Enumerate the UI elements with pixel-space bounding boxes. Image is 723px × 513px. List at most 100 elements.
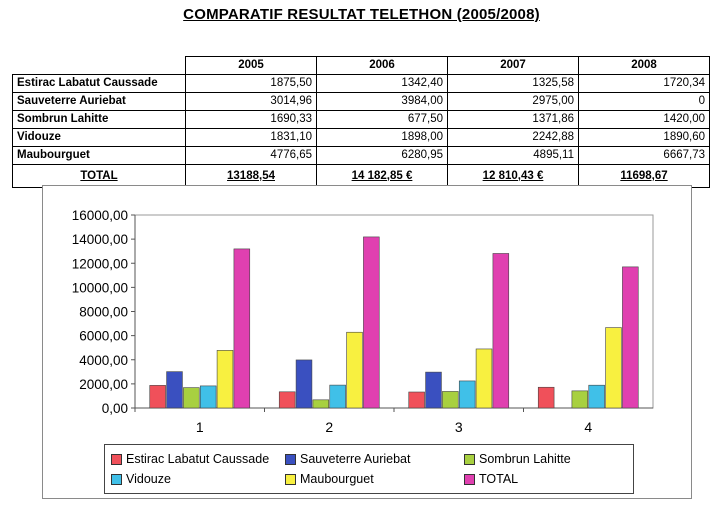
table-corner bbox=[12, 56, 186, 75]
cell-value: 1325,58 bbox=[447, 74, 579, 93]
cell-value: 1342,40 bbox=[316, 74, 448, 93]
cell-value: 1898,00 bbox=[316, 128, 448, 147]
cell-value: 1690,33 bbox=[185, 110, 317, 129]
bar bbox=[183, 387, 200, 409]
total-label: TOTAL bbox=[12, 164, 186, 188]
table-row: Vidouze 1831,10 1898,00 2242,88 1890,60 bbox=[12, 128, 710, 147]
bar bbox=[475, 348, 493, 409]
cell-value: 6280,95 bbox=[316, 146, 448, 165]
row-label: Estirac Labatut Caussade bbox=[12, 74, 186, 93]
column-header: 2006 bbox=[316, 56, 448, 75]
legend-swatch bbox=[111, 453, 122, 465]
y-tick-label: 10000,00 bbox=[72, 280, 128, 295]
cell-value: 1890,60 bbox=[578, 128, 710, 147]
cell-value: 677,50 bbox=[316, 110, 448, 129]
legend-swatch bbox=[111, 473, 122, 485]
x-tick-label: 2 bbox=[325, 419, 333, 435]
cell-value: 2975,00 bbox=[447, 92, 579, 111]
legend-label: Sauveterre Auriebat bbox=[300, 452, 411, 466]
y-tick-label: 0,00 bbox=[102, 401, 128, 416]
chart-legend: Estirac Labatut Caussade Sauveterre Aurie… bbox=[104, 444, 634, 494]
bar bbox=[442, 391, 459, 409]
bar bbox=[492, 253, 510, 409]
legend-swatch bbox=[285, 473, 296, 485]
bar bbox=[278, 391, 296, 409]
bar bbox=[199, 385, 217, 409]
bar bbox=[425, 371, 442, 409]
legend-label: Maubourguet bbox=[300, 472, 374, 486]
bar bbox=[233, 248, 251, 409]
legend-item: Maubourguet bbox=[285, 470, 374, 488]
cell-value: 1371,86 bbox=[447, 110, 579, 129]
legend-swatch bbox=[464, 453, 475, 465]
legend-item: Estirac Labatut Caussade bbox=[111, 450, 269, 468]
legend-label: Estirac Labatut Caussade bbox=[126, 452, 270, 466]
page-title: COMPARATIF RESULTAT TELETHON (2005/2008) bbox=[183, 6, 540, 23]
y-tick-label: 16000,00 bbox=[72, 208, 128, 223]
bar bbox=[149, 385, 166, 409]
cell-value: 6667,73 bbox=[578, 146, 710, 165]
plot-area bbox=[134, 214, 654, 409]
bar bbox=[605, 327, 622, 409]
y-tick-label: 12000,00 bbox=[72, 256, 128, 271]
bar bbox=[622, 266, 639, 409]
cell-value: 4776,65 bbox=[185, 146, 317, 165]
bar-chart: 0,00 2000,00 4000,00 6000,00 8000,00 10000,00… bbox=[72, 208, 654, 435]
legend-label: TOTAL bbox=[479, 472, 519, 486]
results-table: 2005 2006 2007 2008 Estirac Labatut Caus… bbox=[12, 56, 710, 188]
y-tick-label: 14000,00 bbox=[72, 232, 128, 247]
legend-label: Sombrun Lahitte bbox=[479, 452, 571, 466]
total-value: 12 810,43 € bbox=[447, 164, 579, 188]
cell-value: 1420,00 bbox=[578, 110, 710, 129]
bar bbox=[363, 236, 380, 409]
legend-item: Sauveterre Auriebat bbox=[285, 450, 411, 468]
y-tick-label: 2000,00 bbox=[79, 377, 128, 392]
cell-value: 1831,10 bbox=[185, 128, 317, 147]
legend-item: Sombrun Lahitte bbox=[464, 450, 571, 468]
table-total-row: TOTAL 13188,54 14 182,85 € 12 810,43 € 1… bbox=[12, 164, 710, 188]
cell-value: 2242,88 bbox=[447, 128, 579, 147]
bar bbox=[537, 386, 555, 409]
bar bbox=[408, 391, 425, 409]
legend-swatch bbox=[464, 473, 475, 485]
x-tick-label: 1 bbox=[196, 419, 204, 435]
cell-value: 0 bbox=[578, 92, 710, 111]
column-header: 2008 bbox=[578, 56, 710, 75]
column-header: 2007 bbox=[447, 56, 579, 75]
bar bbox=[458, 380, 476, 409]
table-row: Maubourguet 4776,65 6280,95 4895,11 6667… bbox=[12, 146, 710, 165]
cell-value: 3014,96 bbox=[185, 92, 317, 111]
x-tick-label: 3 bbox=[455, 419, 463, 435]
table-header-row: 2005 2006 2007 2008 bbox=[12, 56, 710, 75]
bar bbox=[216, 350, 234, 409]
y-tick-label: 4000,00 bbox=[79, 353, 128, 368]
table-row: Sauveterre Auriebat 3014,96 3984,00 2975… bbox=[12, 92, 710, 111]
row-label: Vidouze bbox=[12, 128, 186, 147]
x-tick-label: 4 bbox=[584, 419, 592, 435]
bar bbox=[346, 331, 363, 409]
bar bbox=[571, 390, 589, 409]
total-value: 13188,54 bbox=[185, 164, 317, 188]
cell-value: 4895,11 bbox=[447, 146, 579, 165]
row-label: Sauveterre Auriebat bbox=[12, 92, 186, 111]
y-tick-label: 8000,00 bbox=[79, 305, 128, 320]
legend-item: TOTAL bbox=[464, 470, 518, 488]
cell-value: 3984,00 bbox=[316, 92, 448, 111]
bar bbox=[329, 384, 346, 409]
legend-swatch bbox=[285, 453, 296, 465]
table-row: Sombrun Lahitte 1690,33 677,50 1371,86 1… bbox=[12, 110, 710, 129]
y-tick-label: 6000,00 bbox=[79, 329, 128, 344]
bar bbox=[295, 359, 313, 409]
column-header: 2005 bbox=[185, 56, 317, 75]
bar bbox=[312, 399, 330, 409]
bar bbox=[588, 384, 605, 409]
row-label: Sombrun Lahitte bbox=[12, 110, 186, 129]
legend-label: Vidouze bbox=[126, 472, 171, 486]
cell-value: 1720,34 bbox=[578, 74, 710, 93]
legend-item: Vidouze bbox=[111, 470, 171, 488]
cell-value: 1875,50 bbox=[185, 74, 317, 93]
bar bbox=[166, 371, 183, 409]
table-row: Estirac Labatut Caussade 1875,50 1342,40… bbox=[12, 74, 710, 93]
row-label: Maubourguet bbox=[12, 146, 186, 165]
chart-frame: 0,00 2000,00 4000,00 6000,00 8000,00 10000,00… bbox=[42, 185, 692, 499]
